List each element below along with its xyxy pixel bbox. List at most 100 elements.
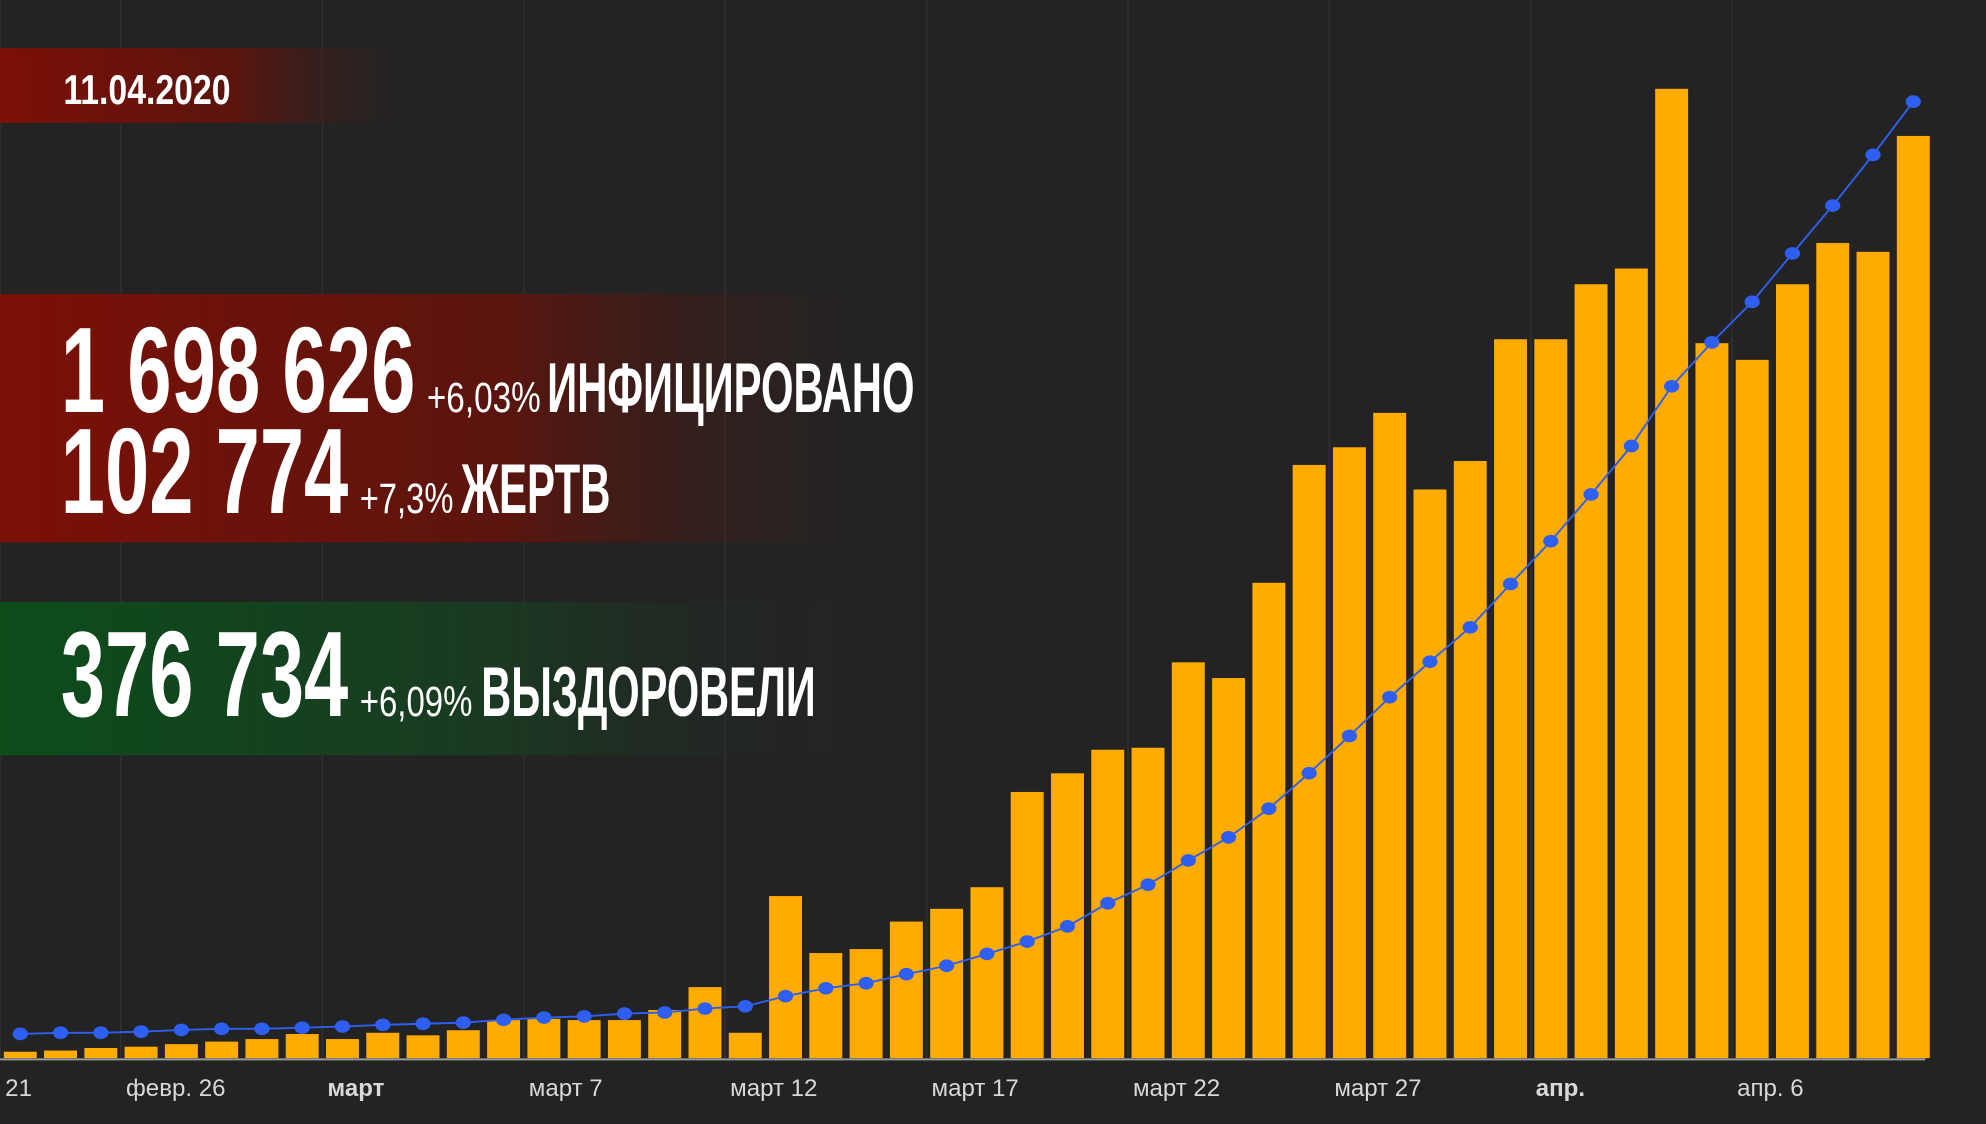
deaths-count: 102 774	[61, 403, 349, 539]
deaths-label: ЖЕРТВ	[460, 450, 610, 529]
x-tick-label: март 17	[932, 1075, 1019, 1102]
line-point	[1664, 379, 1680, 393]
bar	[1252, 582, 1286, 1059]
line-point	[1744, 295, 1760, 309]
bar	[1776, 284, 1809, 1059]
line-point	[1301, 766, 1317, 780]
recovered-change: +6,09%	[360, 678, 473, 726]
line-point	[1100, 896, 1116, 910]
line-point	[898, 967, 914, 981]
line-point	[12, 1027, 28, 1041]
line-point	[294, 1021, 310, 1035]
recovered-banner	[0, 601, 887, 756]
infected-label: ИНФИЦИРОВАНО	[547, 349, 914, 428]
bar	[688, 987, 722, 1059]
bar	[728, 1032, 762, 1059]
bar	[326, 1039, 359, 1059]
line-point	[1905, 95, 1921, 108]
bar	[1131, 747, 1165, 1059]
line-point	[1261, 802, 1277, 815]
bar	[1413, 489, 1447, 1059]
x-tick-label: март	[327, 1075, 384, 1102]
line-point	[415, 1017, 431, 1031]
plot-area	[0, 0, 1930, 1059]
line-point	[576, 1010, 592, 1023]
date-banner	[0, 48, 431, 123]
line-point	[1502, 577, 1519, 591]
line-point	[1382, 690, 1398, 704]
bar	[285, 1034, 319, 1059]
bar	[366, 1032, 400, 1059]
line-point	[1865, 148, 1881, 162]
bar	[567, 1020, 601, 1059]
line-point	[214, 1022, 230, 1036]
bar	[1574, 284, 1608, 1059]
line-point	[1825, 199, 1841, 212]
bar	[769, 896, 802, 1059]
line-point	[818, 981, 834, 995]
bar	[607, 1020, 641, 1059]
bar	[1292, 464, 1326, 1059]
bar	[124, 1046, 158, 1059]
bar	[1896, 135, 1930, 1059]
bar	[446, 1030, 480, 1059]
bar	[84, 1047, 118, 1059]
line-point	[173, 1023, 189, 1037]
bar	[527, 1018, 561, 1059]
line-point	[1623, 439, 1639, 453]
line-point	[495, 1013, 512, 1027]
date: 11.04.2020	[63, 66, 230, 113]
line-point	[455, 1016, 471, 1029]
line-point	[777, 989, 794, 1003]
x-tick-label: март 12	[730, 1075, 817, 1102]
line-point	[1543, 534, 1559, 548]
x-tick-label: февр. 26	[126, 1075, 225, 1102]
line-point	[1019, 935, 1035, 948]
line-point	[697, 1002, 713, 1015]
x-tick-label: апр.	[1536, 1075, 1585, 1102]
line-point	[858, 976, 874, 990]
bar	[930, 908, 964, 1059]
bar	[1051, 773, 1084, 1059]
line-point	[1704, 336, 1720, 349]
x-tick-label: март 7	[529, 1075, 603, 1102]
line-point	[616, 1007, 633, 1020]
x-tick-label: апр. 6	[1737, 1075, 1804, 1102]
bar	[809, 953, 843, 1059]
bar	[1332, 447, 1366, 1059]
deaths-infected-banner	[0, 293, 925, 543]
bar	[970, 887, 1004, 1059]
bar	[164, 1044, 198, 1059]
x-tick-label: 21	[5, 1075, 32, 1102]
line-point	[979, 947, 995, 961]
line-point	[1059, 920, 1076, 933]
bar	[849, 949, 883, 1059]
line-point	[1583, 488, 1599, 501]
infected-change: +6,03%	[427, 374, 541, 422]
bar	[1735, 359, 1769, 1059]
bar	[44, 1050, 78, 1059]
bar	[487, 1020, 521, 1059]
bar	[3, 1051, 37, 1059]
bar	[406, 1035, 440, 1059]
line-point	[52, 1026, 69, 1040]
infected-count: 1 698 626	[61, 302, 416, 438]
line-point	[737, 999, 753, 1013]
line-point	[939, 959, 955, 973]
bar	[1534, 339, 1568, 1059]
line-point	[1180, 854, 1196, 867]
bar	[1373, 412, 1407, 1059]
line-point	[1784, 247, 1801, 260]
bar	[245, 1039, 279, 1059]
line-point	[1462, 620, 1478, 634]
line-point	[334, 1020, 351, 1033]
recovered-count: 376 734	[61, 606, 349, 742]
bar	[1695, 343, 1729, 1059]
line-point	[536, 1011, 552, 1024]
line-point	[93, 1026, 109, 1040]
line-point	[1422, 655, 1438, 669]
bar	[1655, 88, 1689, 1059]
bar	[1212, 678, 1246, 1059]
line-point	[1220, 831, 1237, 844]
